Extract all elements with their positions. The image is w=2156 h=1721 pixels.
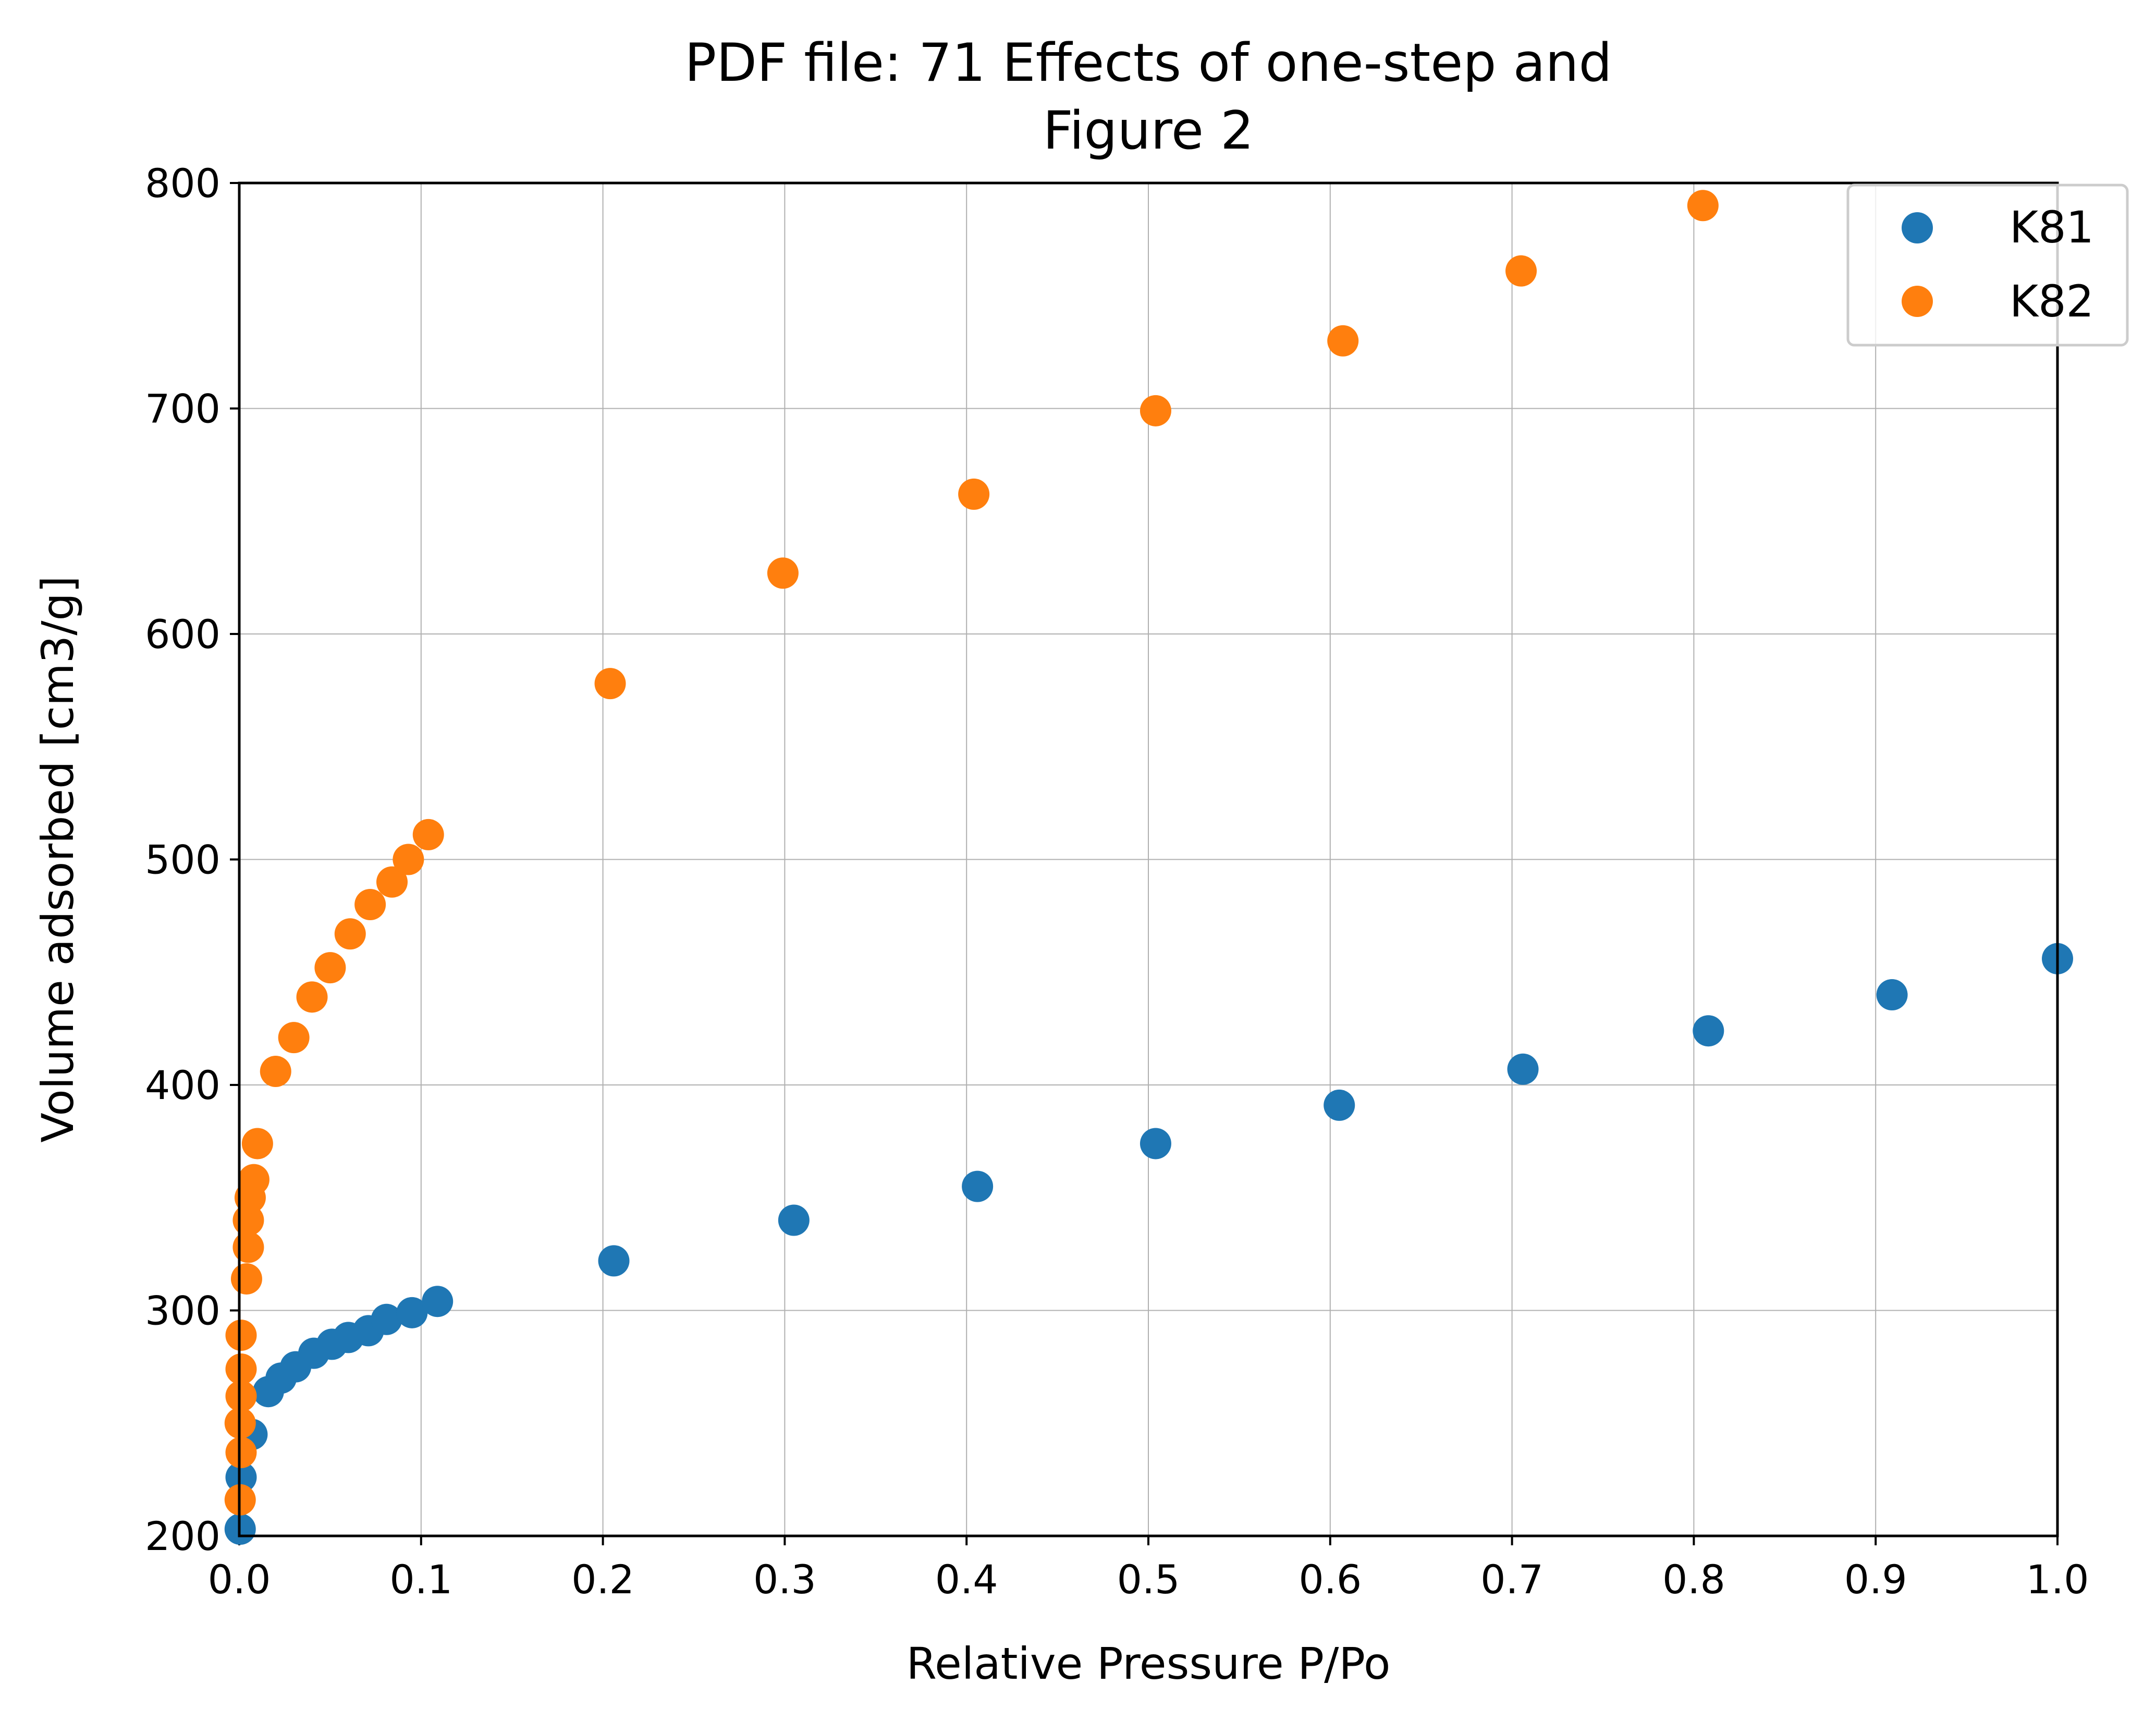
data-point-k82 [225, 1437, 256, 1468]
y-axis-label: Volume adsorbed [cm3/g] [32, 576, 83, 1142]
data-point-k81 [1508, 1054, 1539, 1085]
data-point-k82 [1505, 255, 1537, 287]
x-tick-label: 0.6 [1298, 1556, 1362, 1603]
data-point-k82 [260, 1056, 291, 1087]
y-tick-label: 300 [145, 1288, 220, 1334]
data-point-k82 [393, 844, 424, 875]
data-point-k82 [225, 1320, 256, 1351]
y-tick-label: 400 [145, 1062, 220, 1108]
legend-marker-k82 [1902, 286, 1933, 317]
x-tick-label: 0.0 [208, 1556, 271, 1603]
data-point-k82 [1327, 325, 1358, 357]
data-point-k82 [225, 1353, 256, 1385]
data-point-k81 [422, 1286, 453, 1317]
legend-label-k82: K82 [2010, 276, 2094, 327]
data-point-k81 [778, 1205, 810, 1236]
data-point-k82 [231, 1263, 262, 1295]
x-axis-label: Relative Pressure P/Po [906, 1638, 1391, 1689]
y-tick-label: 500 [145, 837, 220, 883]
x-tick-label: 0.1 [389, 1556, 452, 1603]
data-point-k82 [1140, 395, 1171, 426]
data-point-k81 [1140, 1128, 1171, 1159]
data-point-k82 [232, 1231, 264, 1263]
data-point-k82 [297, 981, 328, 1012]
y-tick-label: 800 [145, 160, 220, 206]
data-point-k82 [278, 1022, 310, 1053]
x-tick-label: 1.0 [2026, 1556, 2089, 1603]
data-point-k82 [242, 1128, 273, 1159]
y-tick-label: 600 [145, 611, 220, 657]
x-tick-label: 0.4 [935, 1556, 998, 1603]
x-tick-label: 0.5 [1117, 1556, 1180, 1603]
data-point-k81 [1324, 1090, 1355, 1121]
data-point-k81 [962, 1171, 993, 1202]
data-point-k82 [238, 1164, 270, 1195]
data-point-k82 [595, 668, 626, 699]
data-point-k82 [314, 952, 346, 983]
legend-label-k81: K81 [2010, 202, 2094, 253]
data-point-k82 [335, 918, 366, 949]
x-tick-label: 0.7 [1480, 1556, 1544, 1603]
data-point-k81 [598, 1245, 630, 1276]
data-point-k82 [413, 819, 444, 850]
x-tick-label: 0.8 [1662, 1556, 1725, 1603]
data-point-k81 [1877, 979, 1908, 1010]
y-tick-label: 200 [145, 1513, 220, 1559]
x-tick-label: 0.9 [1844, 1556, 1907, 1603]
x-tick-label: 0.3 [753, 1556, 816, 1603]
x-tick-label: 0.2 [571, 1556, 634, 1603]
data-point-k81 [1693, 1015, 1724, 1046]
data-point-k82 [225, 1381, 256, 1412]
legend: K81 K82 [1848, 185, 2127, 345]
data-point-k82 [1687, 190, 1719, 221]
chart-title: PDF file: 71 Effects of one-step and [684, 32, 1612, 93]
data-point-k82 [767, 557, 799, 589]
y-tick-label: 700 [145, 386, 220, 432]
legend-marker-k81 [1902, 212, 1933, 243]
data-point-k82 [354, 889, 386, 920]
data-point-k82 [958, 479, 989, 510]
chart-subtitle: Figure 2 [1043, 100, 1254, 161]
